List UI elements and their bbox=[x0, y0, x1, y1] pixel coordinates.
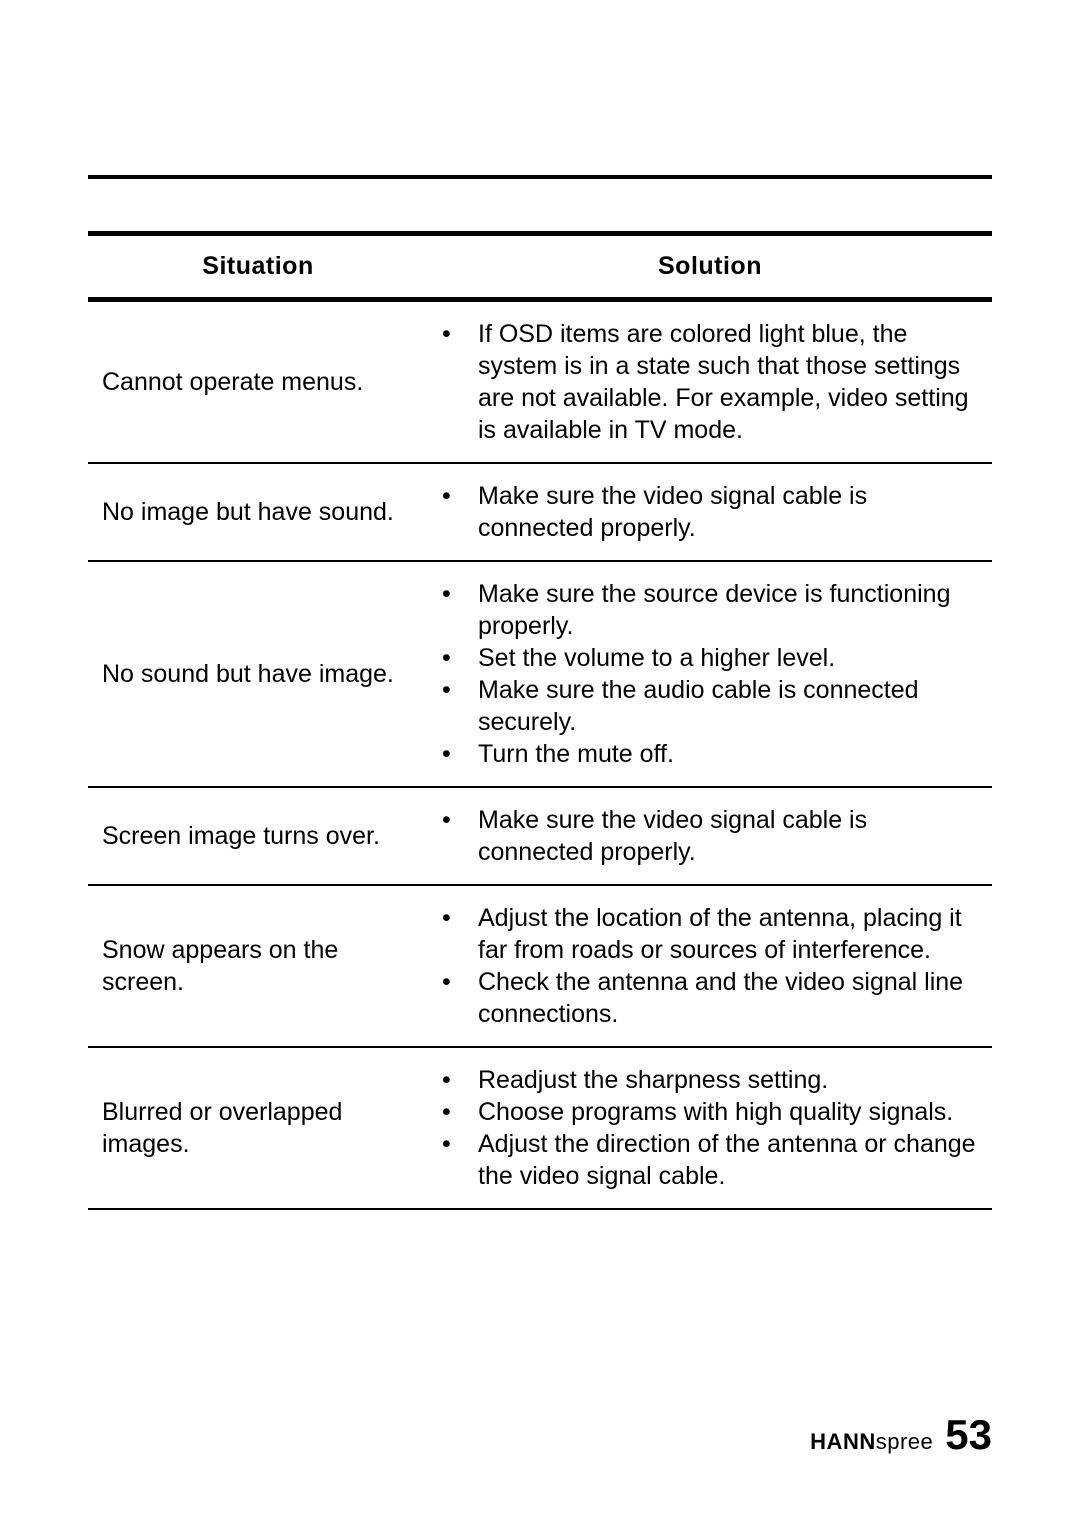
solution-item: •Make sure the video signal cable is con… bbox=[432, 804, 982, 868]
situation-cell: No image but have sound. bbox=[88, 463, 428, 561]
solution-text: Adjust the direction of the antenna or c… bbox=[478, 1128, 982, 1192]
situation-cell: Cannot operate menus. bbox=[88, 300, 428, 464]
solution-text: Readjust the sharpness setting. bbox=[478, 1064, 982, 1096]
solution-list: •Adjust the location of the antenna, pla… bbox=[432, 902, 982, 1030]
table-row: Snow appears on the screen.•Adjust the l… bbox=[88, 885, 992, 1047]
bullet-icon: • bbox=[432, 674, 478, 706]
header-solution: Solution bbox=[428, 234, 992, 300]
solution-text: Make sure the source device is functioni… bbox=[478, 578, 982, 642]
solution-item: •Make sure the audio cable is connected … bbox=[432, 674, 982, 738]
solution-text: Choose programs with high quality signal… bbox=[478, 1096, 982, 1128]
solution-item: •Choose programs with high quality signa… bbox=[432, 1096, 982, 1128]
situation-cell: Blurred or overlapped images. bbox=[88, 1047, 428, 1209]
bullet-icon: • bbox=[432, 966, 478, 998]
solution-item: •Adjust the location of the antenna, pla… bbox=[432, 902, 982, 966]
solution-text: Adjust the location of the antenna, plac… bbox=[478, 902, 982, 966]
solution-list: •Readjust the sharpness setting.•Choose … bbox=[432, 1064, 982, 1192]
solution-text: Make sure the audio cable is connected s… bbox=[478, 674, 982, 738]
solution-item: •Make sure the source device is function… bbox=[432, 578, 982, 642]
solution-item: •Readjust the sharpness setting. bbox=[432, 1064, 982, 1096]
bullet-icon: • bbox=[432, 804, 478, 836]
solution-text: Turn the mute off. bbox=[478, 738, 982, 770]
solution-list: •Make sure the source device is function… bbox=[432, 578, 982, 770]
solution-text: Make sure the video signal cable is conn… bbox=[478, 804, 982, 868]
header-situation: Situation bbox=[88, 234, 428, 300]
table-body: Cannot operate menus.•If OSD items are c… bbox=[88, 300, 992, 1210]
table-row: Blurred or overlapped images.•Readjust t… bbox=[88, 1047, 992, 1209]
solution-text: Set the volume to a higher level. bbox=[478, 642, 982, 674]
bullet-icon: • bbox=[432, 578, 478, 610]
bullet-icon: • bbox=[432, 1128, 478, 1160]
bullet-icon: • bbox=[432, 1064, 478, 1096]
solution-item: •If OSD items are colored light blue, th… bbox=[432, 318, 982, 446]
solution-cell: •Make sure the source device is function… bbox=[428, 561, 992, 787]
situation-cell: No sound but have image. bbox=[88, 561, 428, 787]
solution-text: Check the antenna and the video signal l… bbox=[478, 966, 982, 1030]
solution-cell: •Make sure the video signal cable is con… bbox=[428, 463, 992, 561]
solution-item: •Turn the mute off. bbox=[432, 738, 982, 770]
solution-list: •Make sure the video signal cable is con… bbox=[432, 804, 982, 868]
situation-cell: Snow appears on the screen. bbox=[88, 885, 428, 1047]
table-row: Cannot operate menus.•If OSD items are c… bbox=[88, 300, 992, 464]
table-row: No sound but have image.•Make sure the s… bbox=[88, 561, 992, 787]
bullet-icon: • bbox=[432, 738, 478, 770]
solution-list: •If OSD items are colored light blue, th… bbox=[432, 318, 982, 446]
solution-cell: •Make sure the video signal cable is con… bbox=[428, 787, 992, 885]
bullet-icon: • bbox=[432, 642, 478, 674]
solution-cell: •Readjust the sharpness setting.•Choose … bbox=[428, 1047, 992, 1209]
table-row: No image but have sound.•Make sure the v… bbox=[88, 463, 992, 561]
solution-cell: •Adjust the location of the antenna, pla… bbox=[428, 885, 992, 1047]
solution-item: •Adjust the direction of the antenna or … bbox=[432, 1128, 982, 1192]
brand-logo: HANNspree bbox=[810, 1429, 933, 1455]
solution-item: •Make sure the video signal cable is con… bbox=[432, 480, 982, 544]
bullet-icon: • bbox=[432, 1096, 478, 1128]
table-row: Screen image turns over.•Make sure the v… bbox=[88, 787, 992, 885]
solution-text: If OSD items are colored light blue, the… bbox=[478, 318, 982, 446]
solution-list: •Make sure the video signal cable is con… bbox=[432, 480, 982, 544]
solution-cell: •If OSD items are colored light blue, th… bbox=[428, 300, 992, 464]
solution-item: •Check the antenna and the video signal … bbox=[432, 966, 982, 1030]
bullet-icon: • bbox=[432, 902, 478, 934]
brand-light: spree bbox=[876, 1429, 934, 1454]
table-header-row: Situation Solution bbox=[88, 234, 992, 300]
page-number: 53 bbox=[945, 1411, 992, 1459]
brand-bold: HANN bbox=[810, 1429, 876, 1454]
page-footer: HANNspree 53 bbox=[810, 1411, 992, 1459]
bullet-icon: • bbox=[432, 318, 478, 350]
solution-text: Make sure the video signal cable is conn… bbox=[478, 480, 982, 544]
top-rule bbox=[88, 175, 992, 179]
troubleshooting-table: Situation Solution Cannot operate menus.… bbox=[88, 231, 992, 1210]
bullet-icon: • bbox=[432, 480, 478, 512]
solution-item: •Set the volume to a higher level. bbox=[432, 642, 982, 674]
situation-cell: Screen image turns over. bbox=[88, 787, 428, 885]
